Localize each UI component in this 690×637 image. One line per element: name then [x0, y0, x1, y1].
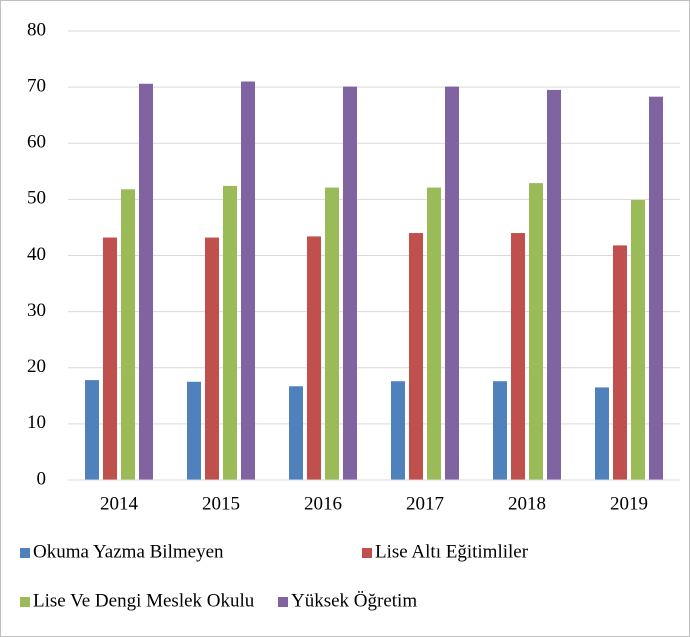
bar — [511, 233, 525, 480]
x-tick-label: 2019 — [610, 493, 648, 514]
y-tick-label: 30 — [27, 300, 46, 321]
bar — [85, 380, 99, 480]
legend-label: Yüksek Öğretim — [291, 590, 417, 611]
y-tick-label: 40 — [27, 244, 46, 265]
y-tick-label: 80 — [27, 19, 46, 40]
bar — [121, 189, 135, 480]
x-tick-label: 2018 — [508, 493, 546, 514]
legend-swatch — [362, 548, 372, 558]
y-tick-label: 70 — [27, 75, 46, 96]
x-tick-label: 2014 — [100, 493, 139, 514]
bar — [187, 381, 201, 480]
y-tick-label: 50 — [27, 188, 46, 209]
y-tick-label: 0 — [37, 468, 47, 489]
bar — [325, 187, 339, 480]
bar — [445, 86, 459, 480]
legend-label: Lise Altı Eğitimliler — [375, 541, 529, 562]
bar — [307, 236, 321, 480]
x-tick-label: 2017 — [406, 493, 444, 514]
bar — [103, 237, 117, 480]
bar — [139, 83, 153, 480]
bar — [547, 89, 561, 481]
legend-swatch — [20, 597, 30, 607]
legend-swatch — [278, 597, 288, 607]
bar — [343, 86, 357, 480]
y-tick-label: 10 — [27, 412, 46, 433]
bar — [391, 381, 405, 480]
bar — [631, 199, 645, 480]
bar — [529, 183, 543, 480]
legend-label: Lise Ve Dengi Meslek Okulu — [33, 590, 255, 611]
bar — [649, 96, 663, 480]
y-tick-label: 20 — [27, 356, 46, 377]
legend-label: Okuma Yazma Bilmeyen — [33, 541, 224, 562]
y-tick-label: 60 — [27, 132, 46, 153]
bar — [613, 245, 627, 480]
bar — [409, 233, 423, 480]
bar — [289, 386, 303, 480]
bar — [223, 185, 237, 480]
bar — [241, 81, 255, 480]
bar — [205, 237, 219, 480]
bar — [595, 387, 609, 480]
bar — [427, 187, 441, 480]
legend-swatch — [20, 548, 30, 558]
x-tick-label: 2016 — [304, 493, 342, 514]
bar — [493, 381, 507, 480]
x-tick-label: 2015 — [202, 493, 240, 514]
